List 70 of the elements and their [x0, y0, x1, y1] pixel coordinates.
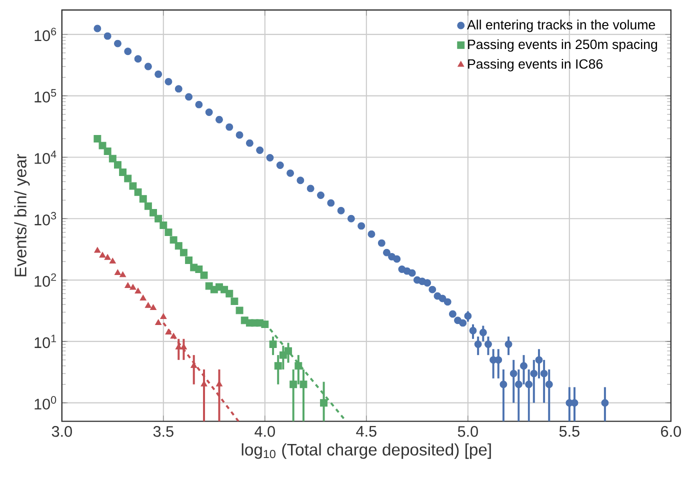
point: [134, 188, 142, 196]
point: [180, 344, 187, 350]
point: [216, 380, 222, 386]
point: [124, 174, 132, 182]
point: [290, 380, 298, 388]
point: [130, 284, 136, 290]
point: [160, 313, 167, 319]
x-tick-label: 5.5: [559, 426, 580, 437]
y-tick-label: 10$^{4}$: [34, 150, 56, 164]
point: [170, 236, 178, 244]
x-tick-label: 4.5: [356, 426, 376, 437]
point: [94, 246, 101, 253]
point: [230, 297, 238, 305]
point: [170, 332, 177, 338]
point: [114, 269, 121, 275]
point: [120, 271, 126, 278]
point: [300, 380, 308, 388]
point: [140, 294, 146, 300]
point: [144, 302, 152, 308]
point: [109, 258, 116, 264]
point: [134, 288, 142, 294]
point: [119, 168, 127, 176]
point: [200, 271, 208, 279]
point: [195, 265, 203, 273]
x-tick-label: 3.5: [153, 426, 174, 437]
point: [104, 254, 111, 260]
y-tick-label: 10$^{0}$: [34, 396, 56, 410]
x-tick-label: 3.0: [52, 426, 72, 437]
x-axis-title: log$_{10}$ (Total charge deposited) [pe]: [242, 443, 491, 459]
point: [150, 208, 157, 216]
point: [165, 328, 172, 334]
point: [108, 154, 116, 162]
x-tick-label: 4.0: [254, 426, 275, 437]
point: [144, 202, 152, 210]
point: [175, 344, 182, 350]
point: [155, 319, 162, 325]
point: [164, 228, 172, 236]
point: [154, 214, 162, 222]
point: [236, 306, 244, 314]
point: [320, 399, 328, 406]
point: [261, 320, 269, 328]
legend-label: All entering tracks in the volume: [467, 20, 656, 32]
point: [98, 142, 106, 150]
legend-label: Passing events in 250m spacing: [468, 39, 658, 52]
point: [174, 242, 182, 250]
point: [284, 347, 292, 355]
point: [274, 362, 282, 370]
point: [114, 161, 122, 169]
point: [129, 182, 137, 190]
x-tick-label: 5.0: [458, 426, 478, 437]
legend-label: Passing events in IC86: [468, 58, 603, 72]
x-tick-label: 6.0: [661, 426, 681, 437]
point: [150, 304, 157, 310]
y-tick-label: 10$^{3}$: [34, 212, 56, 226]
y-axis-title: Events/ bin/ year: [14, 154, 30, 276]
y-tick-label: 10$^{2}$: [34, 273, 56, 287]
point: [294, 362, 302, 370]
point: [94, 134, 102, 142]
point: [99, 252, 106, 258]
point: [185, 256, 193, 264]
point: [124, 282, 132, 288]
y-tick-label: 10$^{5}$: [34, 89, 56, 102]
point: [269, 340, 277, 348]
y-tick-label: 10$^{6}$: [34, 28, 56, 42]
point: [139, 195, 147, 202]
y-tick-label: 10$^{1}$: [34, 334, 56, 348]
point: [160, 221, 168, 229]
point: [226, 290, 234, 298]
point: [104, 147, 112, 155]
point: [180, 248, 188, 256]
